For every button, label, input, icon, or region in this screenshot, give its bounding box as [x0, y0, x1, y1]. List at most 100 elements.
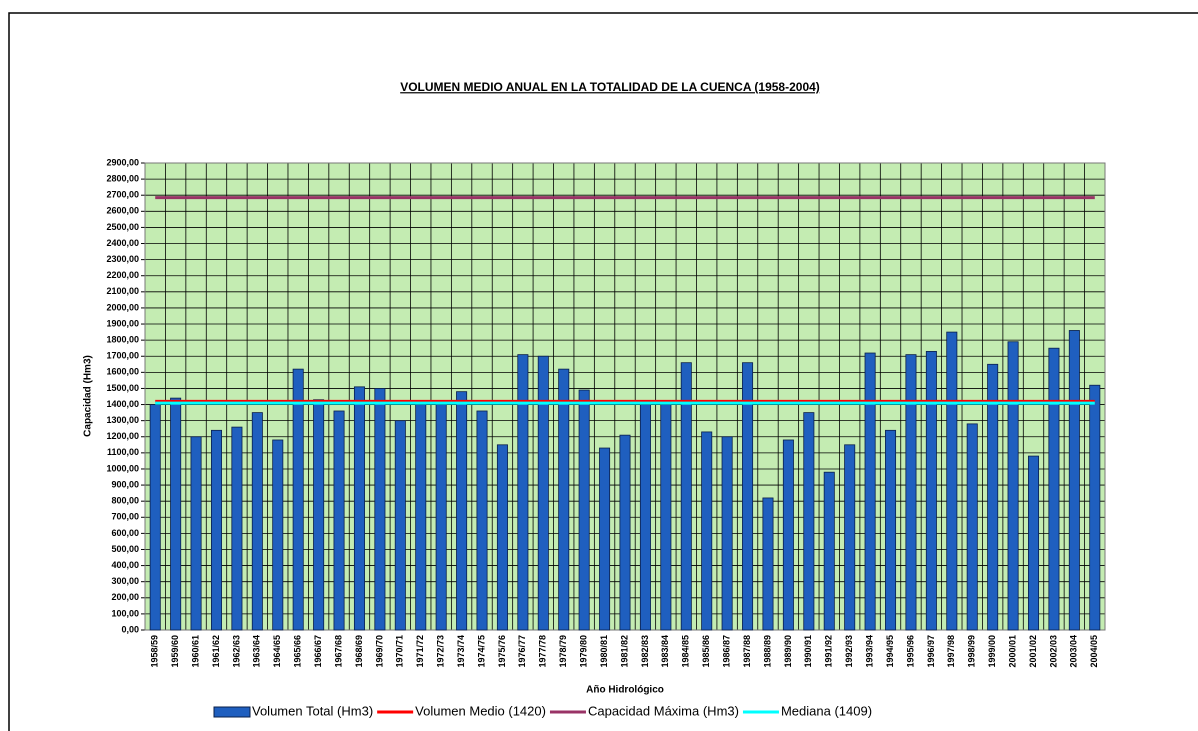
y-tick-label: 2900,00 [106, 157, 139, 167]
x-tick-label: 1997/98 [946, 635, 956, 668]
y-tick-label: 400,00 [111, 560, 139, 570]
y-tick-label: 2400,00 [106, 238, 139, 248]
y-axis-label: Capacidad (Hm3) [83, 355, 94, 437]
x-tick-label: 1984/85 [681, 635, 691, 668]
bar [639, 404, 651, 631]
y-tick-label: 1500,00 [106, 383, 139, 393]
y-tick-label: 0,00 [121, 624, 139, 634]
y-tick-label: 1700,00 [106, 351, 139, 361]
y-tick-label: 1000,00 [106, 463, 139, 473]
x-tick-label: 1993/94 [864, 635, 874, 668]
bar [394, 420, 406, 631]
x-tick-label: 1985/86 [701, 635, 711, 668]
y-tick-label: 2000,00 [106, 302, 139, 312]
frame [8, 12, 1198, 731]
bar [170, 397, 182, 631]
y-tick-label: 2300,00 [106, 254, 139, 264]
y-tick-label: 200,00 [111, 592, 139, 602]
y-tick-label: 1200,00 [106, 431, 139, 441]
bar [435, 404, 447, 631]
bar [599, 447, 611, 631]
x-tick-label: 1996/97 [926, 635, 936, 668]
bar [844, 444, 856, 631]
bar [619, 434, 631, 631]
bar [721, 436, 733, 631]
legend-swatch [213, 706, 251, 718]
y-tick-label: 2700,00 [106, 190, 139, 200]
x-tick-label: 1958/59 [150, 635, 160, 668]
x-tick-label: 1995/96 [905, 635, 915, 668]
y-tick-label: 1600,00 [106, 367, 139, 377]
x-tick-label: 1983/84 [660, 635, 670, 668]
y-tick-label: 800,00 [111, 496, 139, 506]
bar [925, 351, 937, 631]
x-tick-label: 1992/93 [844, 635, 854, 668]
bar [946, 331, 958, 631]
bar [660, 404, 672, 631]
x-tick-label: 1991/92 [824, 635, 834, 668]
bar [190, 436, 202, 631]
bar [374, 388, 386, 631]
bar [578, 389, 590, 631]
chart-title: VOLUMEN MEDIO ANUAL EN LA TOTALIDAD DE L… [400, 80, 820, 94]
x-tick-label: 1964/65 [272, 635, 282, 668]
bar [823, 471, 835, 631]
x-tick-label: 1971/72 [415, 635, 425, 668]
x-tick-label: 1989/90 [783, 635, 793, 668]
legend-label: Volumen Total (Hm3) [252, 703, 373, 718]
y-tick-label: 900,00 [111, 479, 139, 489]
bar [272, 439, 284, 631]
y-tick-label: 1300,00 [106, 415, 139, 425]
bar [517, 354, 529, 631]
y-tick-label: 2100,00 [106, 286, 139, 296]
bar [1089, 384, 1101, 631]
x-tick-label: 1994/95 [885, 635, 895, 668]
bar [803, 412, 815, 631]
x-tick-label: 1973/74 [456, 635, 466, 668]
bar [1028, 455, 1040, 631]
x-tick-label: 1982/83 [640, 635, 650, 668]
bar [333, 410, 345, 631]
legend-label: Volumen Medio (1420) [415, 703, 546, 718]
x-tick-label: 2004/05 [1089, 635, 1099, 668]
y-tick-label: 1800,00 [106, 335, 139, 345]
bar [415, 404, 427, 631]
x-tick-label: 1986/87 [722, 635, 732, 668]
bar [762, 497, 774, 631]
y-tick-label: 2800,00 [106, 173, 139, 183]
y-tick-label: 1100,00 [107, 447, 139, 457]
legend-label: Capacidad Máxima (Hm3) [588, 703, 739, 718]
bar [251, 412, 263, 631]
bar [313, 399, 325, 631]
y-tick-label: 2600,00 [106, 206, 139, 216]
y-tick-label: 2500,00 [106, 222, 139, 232]
x-tick-label: 1990/91 [803, 635, 813, 668]
bar [496, 444, 508, 631]
bar [476, 410, 488, 631]
x-tick-label: 1976/77 [517, 635, 527, 668]
bar [353, 386, 365, 631]
bar [987, 363, 999, 631]
x-tick-label: 1987/88 [742, 635, 752, 668]
bar [149, 404, 161, 631]
x-tick-label: 1969/70 [374, 635, 384, 668]
x-tick-label: 1980/81 [599, 635, 609, 668]
x-axis-label: Año Hidrológico [586, 685, 664, 696]
x-tick-label: 1999/00 [987, 635, 997, 668]
y-tick-label: 1900,00 [106, 318, 139, 328]
x-tick-label: 1959/60 [170, 635, 180, 668]
x-tick-label: 1970/71 [395, 635, 405, 668]
bar [558, 368, 570, 631]
x-tick-label: 1960/61 [190, 635, 200, 668]
y-tick-label: 500,00 [111, 544, 139, 554]
y-tick-label: 2200,00 [106, 270, 139, 280]
bar [905, 354, 917, 631]
x-tick-label: 1961/62 [211, 635, 221, 668]
x-tick-label: 1962/63 [231, 635, 241, 668]
x-tick-label: 1968/69 [354, 635, 364, 668]
x-tick-label: 1981/82 [619, 635, 629, 668]
bar [680, 362, 692, 631]
x-tick-label: 1965/66 [293, 635, 303, 668]
bar [210, 429, 222, 631]
